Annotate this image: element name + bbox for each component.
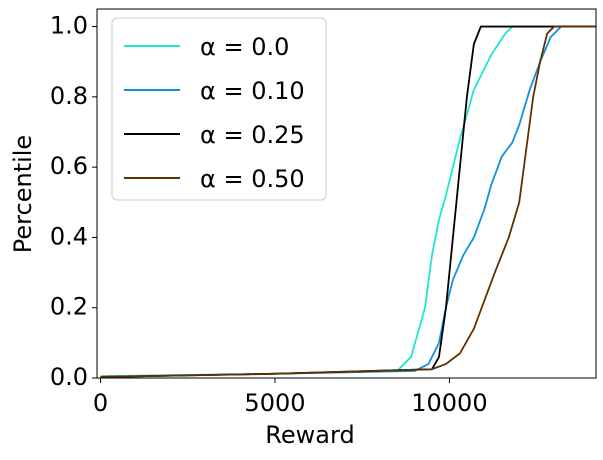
series-line (100, 25, 596, 378)
x-axis-label: Reward (265, 421, 354, 449)
y-tick-label: 1.0 (50, 12, 88, 40)
plot-frame (96, 8, 597, 379)
y-tick-label: 0.0 (50, 363, 88, 391)
x-tick-label: 5000 (244, 389, 305, 417)
legend-box (111, 17, 327, 201)
y-tick-label: 0.4 (50, 222, 88, 250)
x-tick-label: 0 (93, 389, 108, 417)
legend-label: α = 0.50 (200, 165, 305, 193)
x-tick-label: 10000 (411, 389, 487, 417)
y-tick-label: 0.8 (50, 82, 88, 110)
legend-label: α = 0.25 (200, 121, 305, 149)
legend-label: α = 0.10 (200, 77, 305, 105)
legend-label: α = 0.0 (200, 33, 289, 61)
series-line (100, 25, 596, 378)
y-tick-label: 0.6 (50, 152, 88, 180)
y-axis-label: Percentile (9, 135, 37, 253)
y-tick-label: 0.2 (50, 293, 88, 321)
